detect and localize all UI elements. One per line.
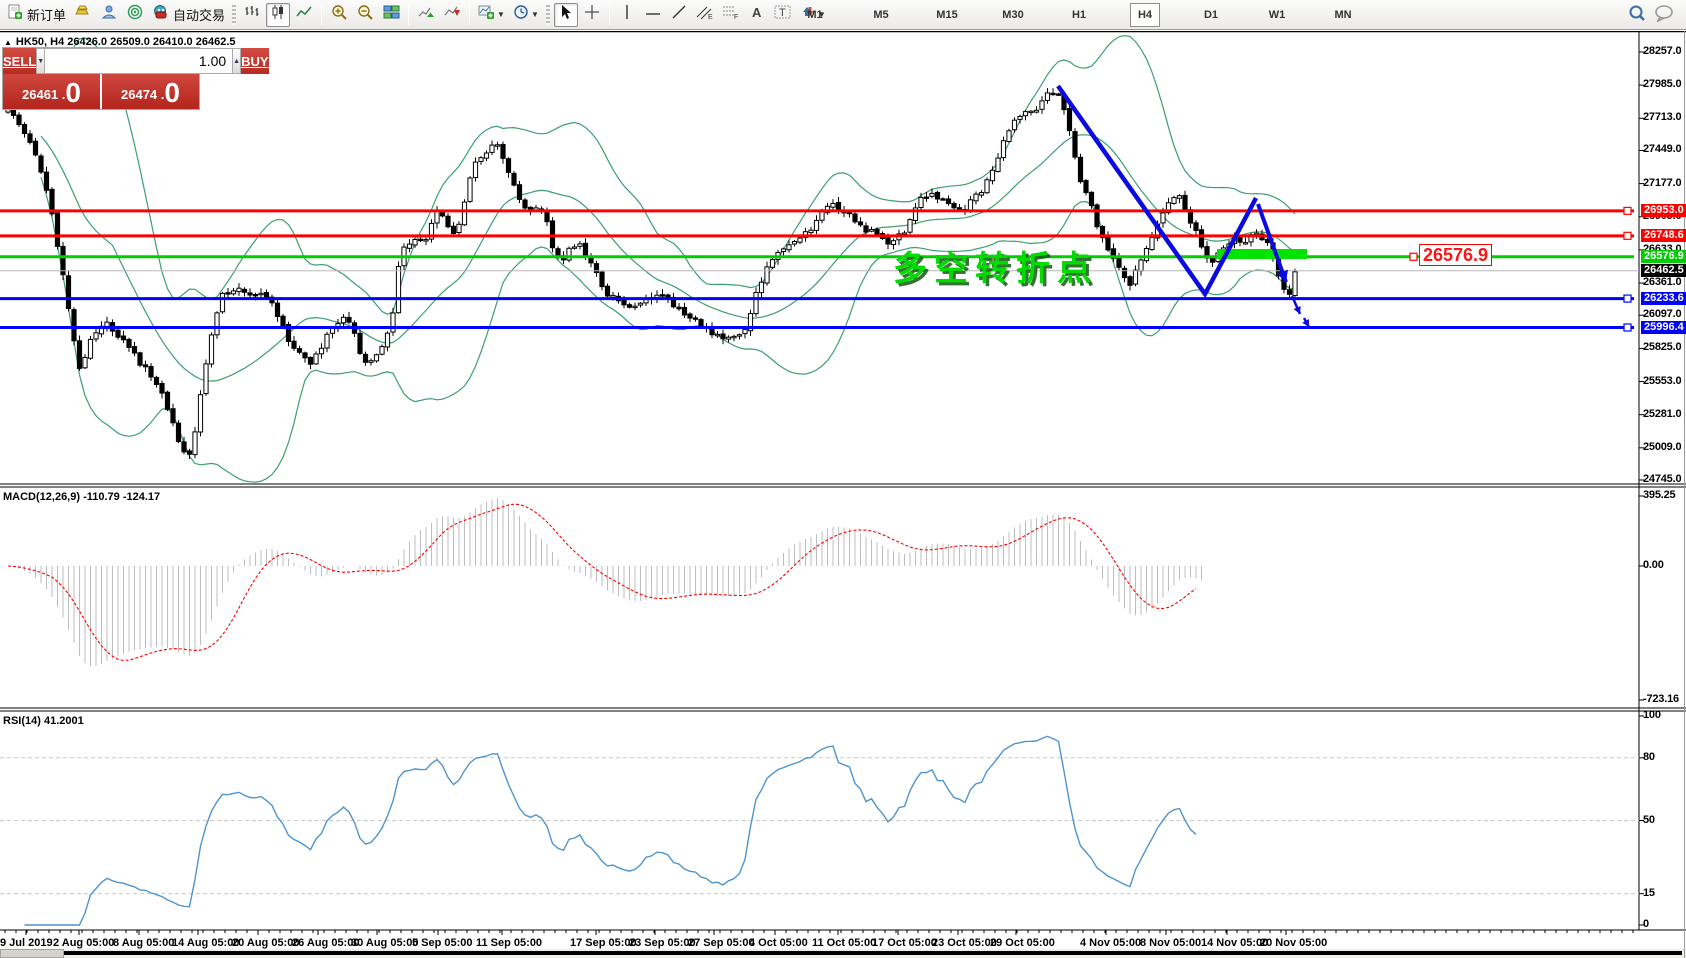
trendline-icon bbox=[671, 4, 687, 25]
buy-price-main: 26474 . bbox=[121, 87, 165, 102]
tf-h4[interactable]: H4 bbox=[1130, 3, 1160, 27]
channel-button[interactable]: E bbox=[693, 3, 717, 27]
volume-input[interactable] bbox=[45, 48, 233, 74]
dropdown-arrow-icon: ▼ bbox=[497, 10, 505, 19]
arrows-button[interactable]: ▼ bbox=[797, 3, 829, 27]
tf-m5[interactable]: M5 bbox=[873, 9, 889, 21]
svg-text:E: E bbox=[708, 14, 713, 20]
chart-window[interactable]: ▲ HK50, H4 26426.0 26509.0 26410.0 26462.… bbox=[0, 31, 1686, 958]
clock-icon bbox=[513, 4, 529, 25]
tf-m15[interactable]: M15 bbox=[936, 9, 958, 21]
tf-m1[interactable]: M1 bbox=[807, 9, 823, 21]
line-chart-icon bbox=[296, 4, 312, 25]
channel-icon: E bbox=[696, 4, 714, 25]
text-label-icon: T bbox=[774, 4, 792, 25]
tile-windows-button[interactable] bbox=[379, 3, 403, 27]
svg-text:A: A bbox=[752, 5, 762, 20]
tf-w1[interactable]: W1 bbox=[1268, 9, 1286, 21]
market-watch-button[interactable] bbox=[97, 3, 121, 27]
dropdown-arrow-icon: ▼ bbox=[530, 10, 539, 19]
horizontal-line-icon bbox=[645, 6, 661, 24]
indicators-icon bbox=[478, 4, 495, 25]
vertical-line-button[interactable] bbox=[615, 3, 639, 27]
search-icon bbox=[1628, 4, 1646, 27]
buy-button[interactable]: BUY bbox=[241, 48, 269, 74]
horizontal-line-button[interactable] bbox=[641, 3, 665, 27]
toolbar-handle[interactable] bbox=[545, 4, 550, 25]
gold-bars-icon bbox=[74, 4, 92, 25]
buy-price[interactable]: 26474 .0 bbox=[102, 74, 199, 109]
volume-up-button[interactable]: ▲ bbox=[232, 48, 242, 74]
timeframe-toolbar: M1 M5 M15 M30 H1 H4 D1 W1 MN bbox=[800, 3, 1394, 27]
candlestick-button[interactable] bbox=[266, 2, 291, 27]
chart-canvas[interactable] bbox=[0, 31, 1686, 958]
one-click-trade-panel: SELL ▼ ▲ BUY 26461 .0 26474 .0 bbox=[2, 47, 269, 110]
tile-windows-icon bbox=[383, 4, 400, 25]
navigator-button[interactable] bbox=[123, 3, 147, 27]
fibonacci-icon: F bbox=[722, 4, 740, 25]
bar-chart-icon bbox=[244, 4, 260, 25]
candlestick-icon bbox=[270, 4, 286, 25]
autotrade-label: 自动交易 bbox=[173, 8, 226, 23]
chat-icon bbox=[1654, 4, 1674, 27]
cursor-icon bbox=[559, 4, 573, 25]
autotrade-icon bbox=[152, 4, 169, 25]
periods-button[interactable]: ▼ bbox=[510, 3, 542, 27]
arrows-icon bbox=[800, 4, 816, 25]
sell-button[interactable]: SELL bbox=[3, 48, 37, 74]
text-a-icon: A bbox=[750, 4, 764, 25]
tf-d1[interactable]: D1 bbox=[1203, 9, 1219, 21]
new-order-button[interactable]: 新订单 bbox=[4, 3, 69, 27]
fibonacci-button[interactable]: F bbox=[719, 3, 743, 27]
quotes-button[interactable] bbox=[71, 3, 95, 27]
zoom-in-icon bbox=[331, 4, 348, 26]
cursor-button[interactable] bbox=[553, 2, 578, 27]
text-label-button[interactable]: T bbox=[771, 3, 795, 27]
line-chart-button[interactable] bbox=[292, 3, 316, 27]
svg-text:F: F bbox=[734, 14, 738, 20]
text-button[interactable]: A bbox=[745, 3, 769, 27]
sell-price-main: 26461 . bbox=[22, 87, 66, 102]
dropdown-arrow-icon: ▼ bbox=[817, 10, 826, 19]
main-toolbar: 新订单 自动交易 ▼ ▼ bbox=[0, 0, 1686, 30]
volume-down-button[interactable]: ▼ bbox=[36, 48, 46, 74]
sell-price[interactable]: 26461 .0 bbox=[3, 74, 100, 109]
new-order-label: 新订单 bbox=[27, 8, 67, 23]
chart-shift-icon bbox=[444, 4, 461, 25]
crosshair-button[interactable] bbox=[580, 3, 604, 27]
trendline-button[interactable] bbox=[667, 3, 691, 27]
svg-text:T: T bbox=[779, 7, 786, 19]
tf-m30[interactable]: M30 bbox=[1002, 9, 1024, 21]
zoom-out-icon bbox=[357, 4, 374, 26]
new-order-icon bbox=[7, 4, 23, 25]
indicators-button[interactable]: ▼ bbox=[475, 3, 508, 27]
tf-mn[interactable]: MN bbox=[1334, 9, 1352, 21]
horizontal-scrollbar[interactable] bbox=[64, 951, 1682, 955]
toolbar-handle[interactable] bbox=[232, 4, 237, 25]
target-icon bbox=[127, 4, 143, 25]
tf-h1[interactable]: H1 bbox=[1071, 9, 1087, 21]
auto-scroll-button[interactable] bbox=[414, 3, 438, 27]
sell-price-big-digit: 0 bbox=[65, 77, 81, 108]
bar-chart-button[interactable] bbox=[240, 3, 264, 27]
chat-button[interactable] bbox=[1651, 3, 1677, 27]
chart-shift-button[interactable] bbox=[440, 3, 464, 27]
zoom-out-button[interactable] bbox=[353, 3, 377, 27]
buy-price-big-digit: 0 bbox=[164, 77, 180, 108]
person-icon bbox=[101, 4, 117, 25]
search-button[interactable] bbox=[1625, 3, 1649, 27]
crosshair-icon bbox=[584, 4, 600, 25]
zoom-in-button[interactable] bbox=[327, 3, 351, 27]
vertical-line-icon bbox=[622, 4, 632, 25]
auto-scroll-icon bbox=[418, 4, 435, 25]
autotrade-button[interactable]: 自动交易 bbox=[149, 3, 228, 27]
